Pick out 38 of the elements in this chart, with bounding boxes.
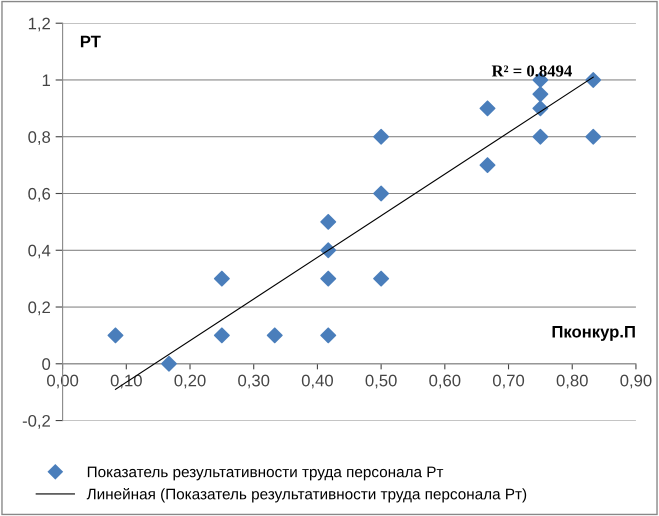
x-tick-label: 0,70 <box>492 374 524 388</box>
y-tick-label: 1,2 <box>28 18 50 32</box>
x-tick-label: 0,80 <box>556 374 588 388</box>
point <box>320 270 336 287</box>
point <box>214 327 230 344</box>
point <box>532 86 548 102</box>
point <box>373 128 390 145</box>
point <box>373 270 390 287</box>
y-tick-label: 1 <box>42 74 50 86</box>
y-tick-label: 0 <box>42 358 50 370</box>
point <box>585 128 602 145</box>
point <box>373 186 390 202</box>
legend-label: Линейная (Показатель результативности труда персонала Рт) <box>86 488 526 502</box>
x-tick-label: 0,60 <box>429 374 460 388</box>
legend-label: Показатель результативности труда персонала Рт <box>88 466 444 480</box>
y-axis-title: РТ <box>80 36 101 48</box>
x-tick-label: 0,90 <box>620 374 652 388</box>
y-tick-label: 0,4 <box>28 244 50 258</box>
y-tick-label: 0,2 <box>28 301 50 316</box>
x-tick-label: 0,20 <box>174 374 206 388</box>
x-axis-title: Пконкур.П <box>552 326 635 341</box>
annotation: R² = 0.8494 <box>492 65 572 77</box>
point <box>320 327 336 344</box>
point <box>320 214 336 230</box>
point <box>585 72 602 88</box>
y-tick-label: 0,8 <box>28 131 50 145</box>
point <box>266 327 283 344</box>
point <box>480 157 496 174</box>
point <box>214 270 230 287</box>
x-tick-label: 0,40 <box>302 374 333 388</box>
x-tick-label: 0,50 <box>366 374 397 388</box>
point <box>161 356 177 372</box>
point <box>532 128 548 145</box>
y-tick-label: -0,2 <box>22 414 50 429</box>
point <box>108 327 124 344</box>
point <box>480 100 496 116</box>
y-tick-label: 0,6 <box>28 188 50 202</box>
x-tick-label: 0,30 <box>238 374 270 388</box>
